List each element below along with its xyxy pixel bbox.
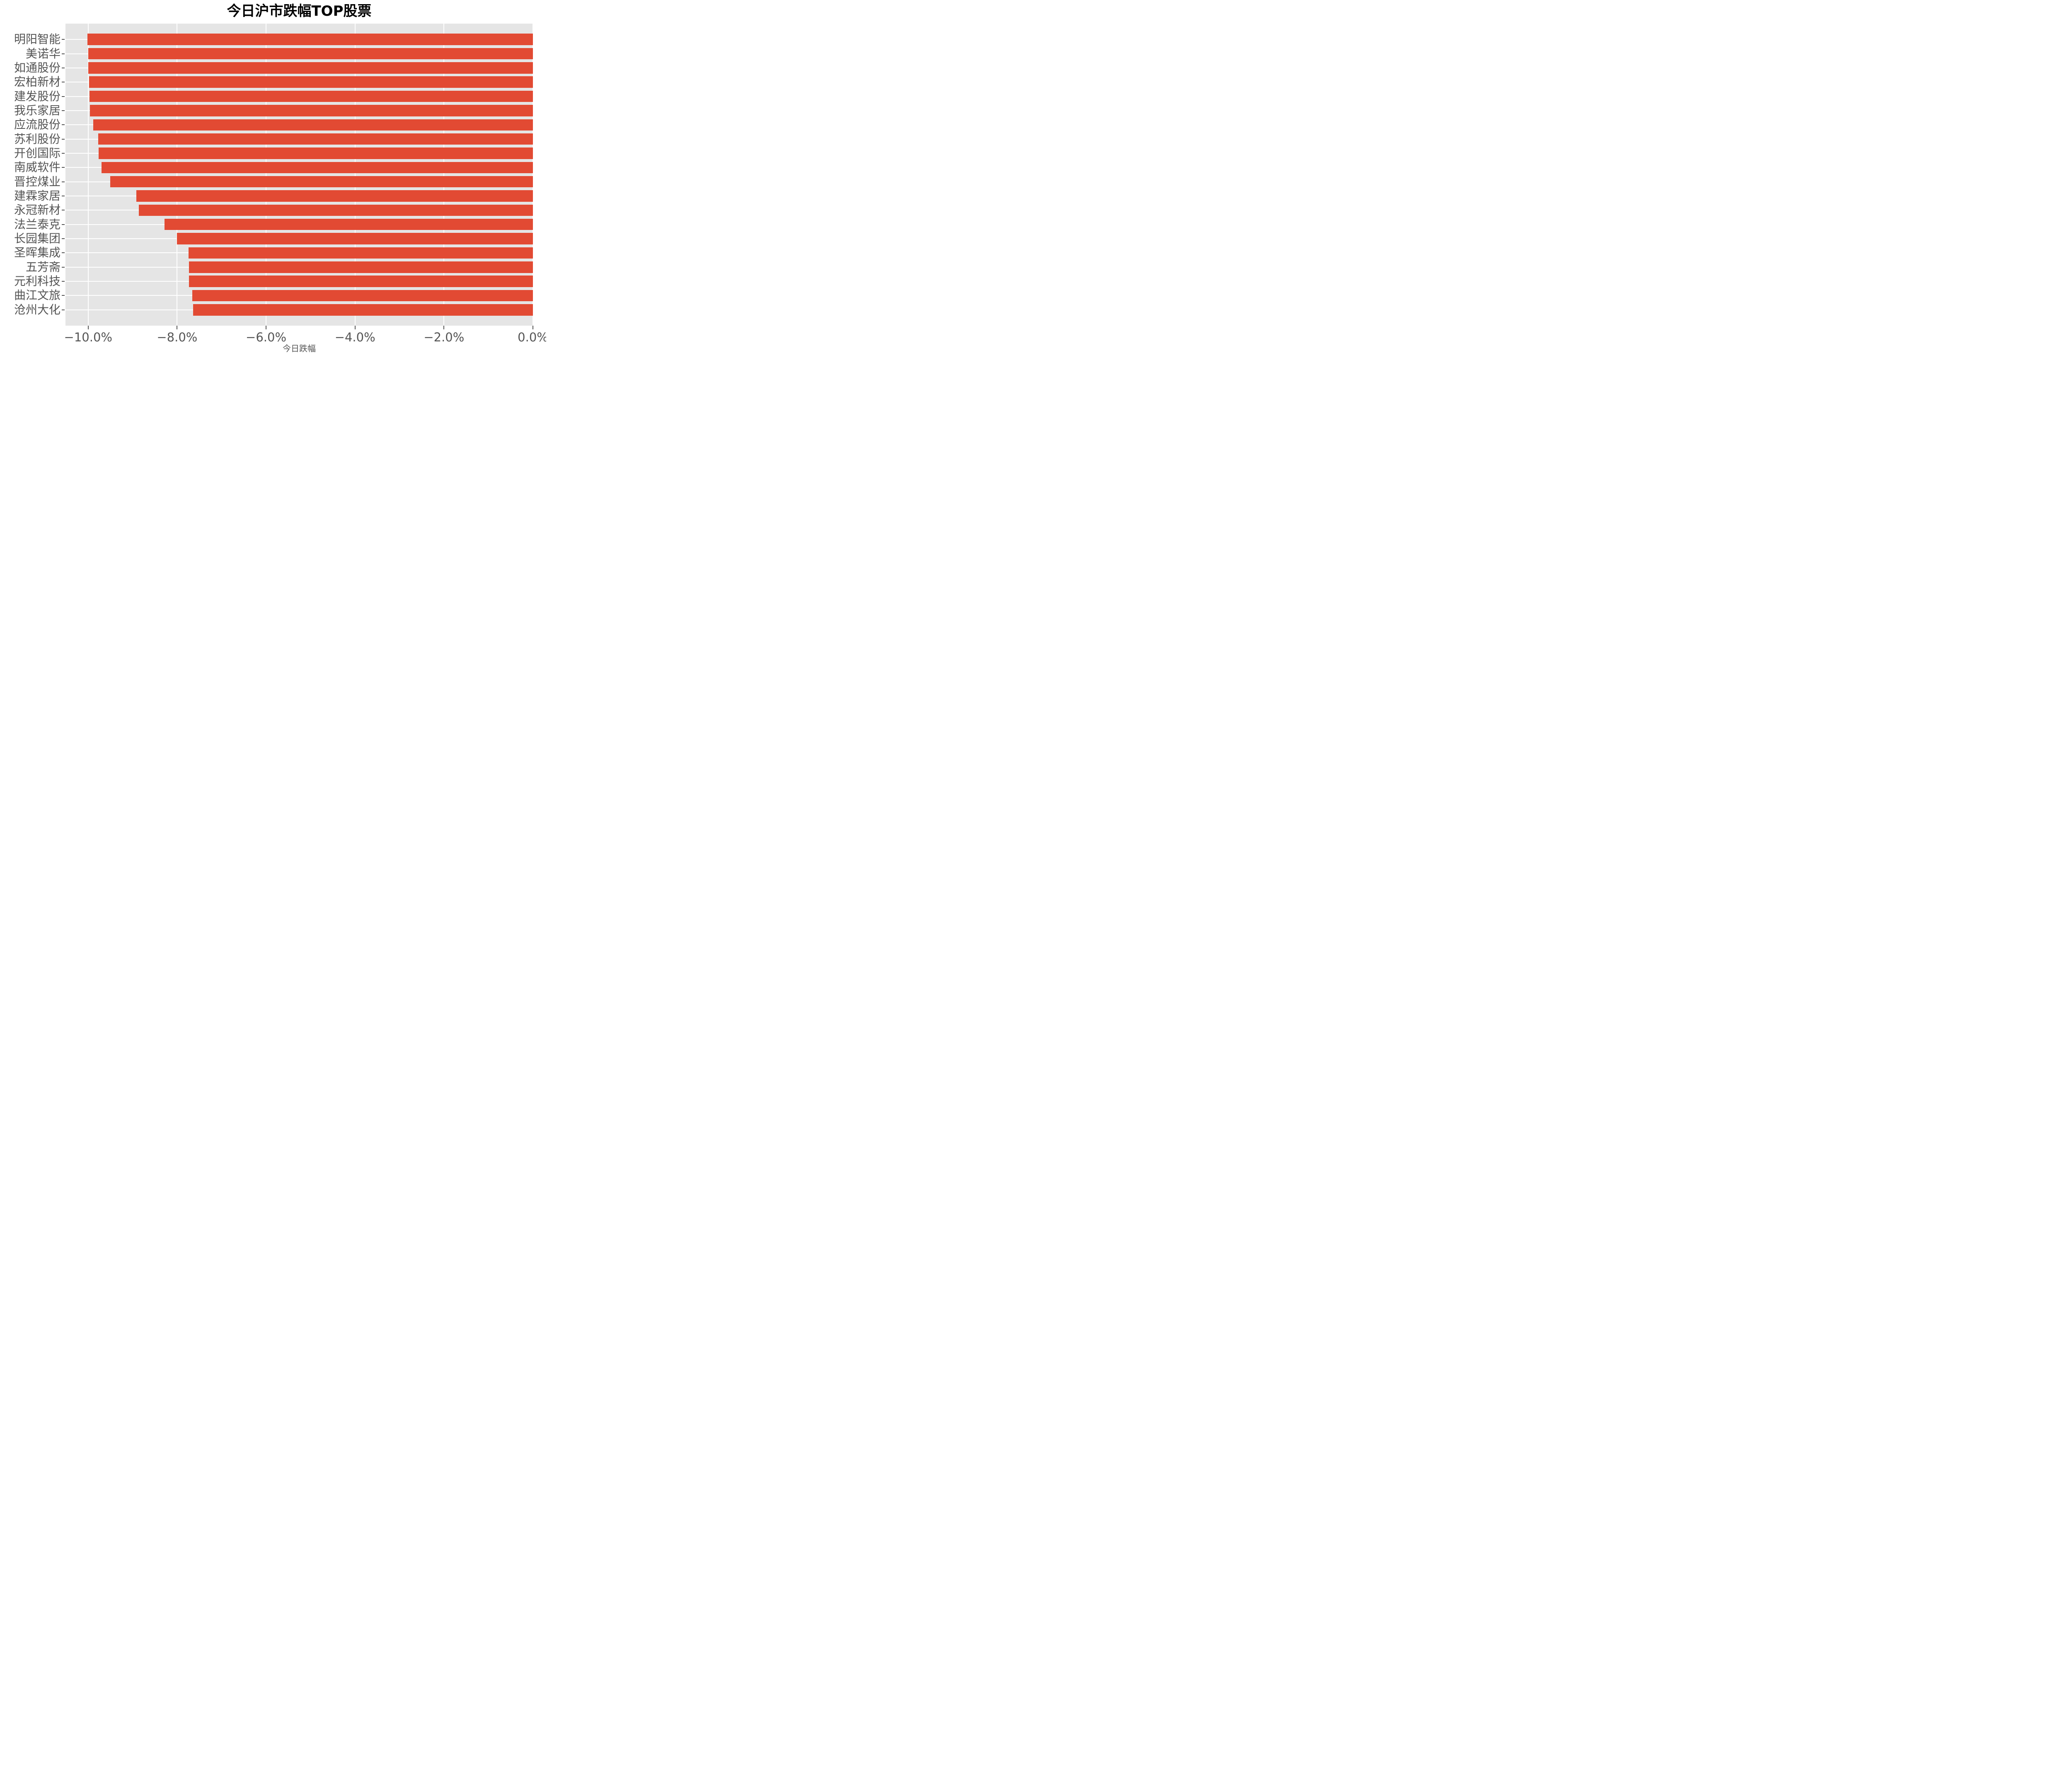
y-tick-label: 晋控煤业 xyxy=(14,174,61,189)
plot-area: −10.0% −8.0% −6.0% −4.0% −2.0% 0.0% 明阳智能 美诺华 如通股… xyxy=(14,24,546,344)
bar xyxy=(89,90,533,102)
bar xyxy=(193,304,533,316)
bar xyxy=(88,62,533,74)
bar xyxy=(88,48,533,60)
y-tick-label: 我乐家居 xyxy=(14,103,61,117)
y-tick-label: 五芳斋 xyxy=(25,260,61,274)
y-tick-label: 美诺华 xyxy=(25,46,61,60)
y-tick-label: 圣晖集成 xyxy=(14,246,61,260)
y-tick-mark xyxy=(62,224,65,225)
x-tick-label: −8.0% xyxy=(157,330,198,344)
y-tick-label: 建发股份 xyxy=(14,89,61,103)
y-tick-mark xyxy=(62,181,65,182)
y-tick-mark xyxy=(62,281,65,282)
bar xyxy=(189,261,533,273)
y-tick-mark xyxy=(62,167,65,168)
y-tick-mark xyxy=(62,266,65,268)
y-tick-label: 宏柏新材 xyxy=(14,75,61,89)
y-tick-mark xyxy=(62,295,65,296)
y-tick-label: 明阳智能 xyxy=(14,32,61,46)
bar xyxy=(90,105,533,116)
bar xyxy=(177,233,533,244)
bar xyxy=(110,176,533,188)
y-tick-mark xyxy=(62,309,65,310)
bar xyxy=(189,247,533,259)
gridline-vertical xyxy=(87,24,89,326)
bar xyxy=(139,204,533,216)
y-tick-mark xyxy=(62,138,65,140)
bar xyxy=(165,218,533,230)
x-tick-mark xyxy=(87,326,89,329)
x-tick-label: −10.0% xyxy=(64,330,112,344)
y-tick-mark xyxy=(62,124,65,126)
y-tick-mark xyxy=(62,152,65,154)
bar xyxy=(89,76,533,88)
x-tick-label: −6.0% xyxy=(246,330,287,344)
bar xyxy=(87,34,533,45)
bar xyxy=(93,119,533,131)
x-axis-label: 今日跌幅 xyxy=(283,343,316,353)
y-tick-label: 如通股份 xyxy=(14,60,61,75)
y-tick-label: 永冠新材 xyxy=(14,203,61,217)
y-tick-label: 法兰泰克 xyxy=(14,217,61,231)
y-tick-mark xyxy=(62,53,65,54)
y-tick-label: 应流股份 xyxy=(14,118,61,132)
y-tick-label: 长园集团 xyxy=(14,232,61,246)
chart-title: 今日沪市跌幅TOP股票 xyxy=(227,3,372,19)
x-tick-label: 0.0% xyxy=(518,330,546,344)
x-tick-label: −2.0% xyxy=(424,330,465,344)
bar xyxy=(98,133,533,145)
gridline-vertical xyxy=(354,24,356,326)
y-tick-mark xyxy=(62,238,65,239)
y-tick-mark xyxy=(62,110,65,111)
bar xyxy=(101,162,533,174)
y-tick-label: 建霖家居 xyxy=(14,189,61,203)
y-tick-mark xyxy=(62,96,65,97)
y-tick-label: 元利科技 xyxy=(14,274,61,288)
x-tick-label: −4.0% xyxy=(334,330,375,344)
y-tick-label: 苏利股份 xyxy=(14,132,61,146)
x-tick-mark xyxy=(443,326,445,329)
y-tick-label: 沧州大化 xyxy=(14,302,61,317)
bar xyxy=(192,290,533,302)
bar xyxy=(136,190,533,202)
y-tick-mark xyxy=(62,252,65,254)
y-tick-mark xyxy=(62,39,65,40)
y-tick-label: 曲江文旅 xyxy=(14,288,61,302)
gridline-vertical xyxy=(443,24,445,326)
figure: 今日沪市跌幅TOP股票 −10.0% −8.0% −6.0% −4.0% −2.0% 0.… xyxy=(0,0,546,358)
x-tick-mark xyxy=(354,326,356,329)
y-tick-label: 南威软件 xyxy=(14,160,61,174)
y-tick-label: 开创国际 xyxy=(14,146,61,160)
bar xyxy=(189,276,533,287)
bar xyxy=(99,147,533,159)
